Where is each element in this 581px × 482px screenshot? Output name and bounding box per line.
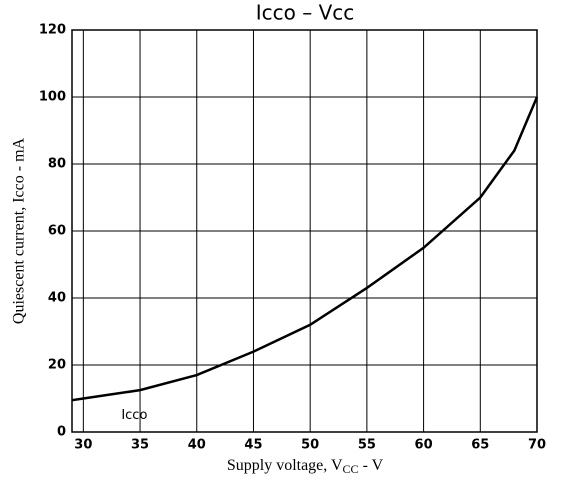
x-label-main: Supply voltage, V <box>227 457 343 474</box>
x-label-tail: - V <box>359 457 384 474</box>
x-tick-label: 55 <box>358 438 376 453</box>
x-tick-label: 45 <box>244 438 262 453</box>
y-tick-label: 0 <box>57 425 66 440</box>
y-tick-label: 40 <box>48 291 66 306</box>
x-tick-label: 40 <box>188 438 206 453</box>
y-axis-label: Quiescent current, Icco - mA <box>11 137 28 324</box>
y-tick-label: 100 <box>39 90 66 105</box>
x-tick-label: 30 <box>74 438 92 453</box>
x-tick-label: 60 <box>415 438 433 453</box>
x-axis-label: Supply voltage, VCC - V <box>227 457 384 476</box>
plot-frame <box>71 29 538 433</box>
y-tick-label: 60 <box>48 224 66 239</box>
y-tick-label: 20 <box>48 358 66 373</box>
data-line <box>71 96 539 402</box>
y-tick-label: 80 <box>48 157 66 172</box>
chart-title: Icco – Vcc <box>256 1 355 25</box>
x-tick-label: 70 <box>528 438 546 453</box>
x-tick-label: 65 <box>471 438 489 453</box>
x-tick-label: 35 <box>131 438 149 453</box>
x-label-sub: CC <box>343 462 359 476</box>
y-tick-label: 120 <box>39 23 66 38</box>
annotation: Icco <box>121 408 147 423</box>
x-tick-label: 50 <box>301 438 319 453</box>
